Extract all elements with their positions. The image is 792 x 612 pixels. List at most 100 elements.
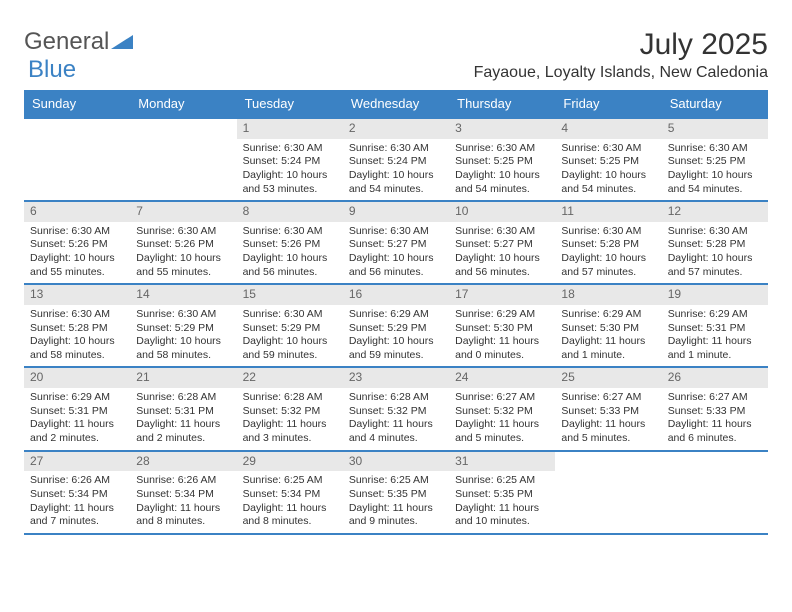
sunset-text: Sunset: 5:26 PM	[136, 238, 230, 252]
day-number: 11	[555, 202, 661, 222]
sunrise-text: Sunrise: 6:27 AM	[561, 391, 655, 405]
day-cell: 23Sunrise: 6:28 AMSunset: 5:32 PMDayligh…	[343, 368, 449, 449]
day-number: 7	[130, 202, 236, 222]
day-number	[130, 119, 236, 139]
day-number: 26	[662, 368, 768, 388]
sunrise-text: Sunrise: 6:25 AM	[349, 474, 443, 488]
day-number: 9	[343, 202, 449, 222]
day-number	[555, 452, 661, 472]
sunset-text: Sunset: 5:24 PM	[349, 155, 443, 169]
daylight-text: Daylight: 11 hours and 2 minutes.	[30, 418, 124, 445]
sunset-text: Sunset: 5:35 PM	[349, 488, 443, 502]
day-content: Sunrise: 6:25 AMSunset: 5:35 PMDaylight:…	[343, 471, 449, 533]
day-content: Sunrise: 6:29 AMSunset: 5:31 PMDaylight:…	[662, 305, 768, 367]
daylight-text: Daylight: 10 hours and 56 minutes.	[455, 252, 549, 279]
title-block: July 2025 Fayaoue, Loyalty Islands, New …	[474, 28, 768, 82]
sunrise-text: Sunrise: 6:30 AM	[561, 142, 655, 156]
sunset-text: Sunset: 5:29 PM	[349, 322, 443, 336]
daylight-text: Daylight: 11 hours and 5 minutes.	[561, 418, 655, 445]
day-number: 17	[449, 285, 555, 305]
day-header-row: Sunday Monday Tuesday Wednesday Thursday…	[24, 90, 768, 117]
sunset-text: Sunset: 5:31 PM	[136, 405, 230, 419]
sunrise-text: Sunrise: 6:30 AM	[136, 225, 230, 239]
sunrise-text: Sunrise: 6:30 AM	[243, 225, 337, 239]
daylight-text: Daylight: 10 hours and 56 minutes.	[243, 252, 337, 279]
day-number: 27	[24, 452, 130, 472]
day-content: Sunrise: 6:30 AMSunset: 5:29 PMDaylight:…	[130, 305, 236, 367]
day-cell: 11Sunrise: 6:30 AMSunset: 5:28 PMDayligh…	[555, 202, 661, 283]
day-content: Sunrise: 6:28 AMSunset: 5:32 PMDaylight:…	[343, 388, 449, 450]
daylight-text: Daylight: 10 hours and 53 minutes.	[243, 169, 337, 196]
daylight-text: Daylight: 10 hours and 57 minutes.	[668, 252, 762, 279]
sunset-text: Sunset: 5:26 PM	[243, 238, 337, 252]
day-content: Sunrise: 6:25 AMSunset: 5:35 PMDaylight:…	[449, 471, 555, 533]
daylight-text: Daylight: 10 hours and 58 minutes.	[30, 335, 124, 362]
sunrise-text: Sunrise: 6:27 AM	[668, 391, 762, 405]
day-content: Sunrise: 6:29 AMSunset: 5:30 PMDaylight:…	[449, 305, 555, 367]
day-content: Sunrise: 6:25 AMSunset: 5:34 PMDaylight:…	[237, 471, 343, 533]
sunrise-text: Sunrise: 6:29 AM	[561, 308, 655, 322]
day-cell: 31Sunrise: 6:25 AMSunset: 5:35 PMDayligh…	[449, 452, 555, 533]
day-cell	[662, 452, 768, 533]
sunset-text: Sunset: 5:33 PM	[561, 405, 655, 419]
sunrise-text: Sunrise: 6:30 AM	[561, 225, 655, 239]
day-number: 23	[343, 368, 449, 388]
day-number: 22	[237, 368, 343, 388]
day-content: Sunrise: 6:30 AMSunset: 5:26 PMDaylight:…	[237, 222, 343, 284]
sunset-text: Sunset: 5:27 PM	[455, 238, 549, 252]
day-content: Sunrise: 6:29 AMSunset: 5:29 PMDaylight:…	[343, 305, 449, 367]
sunrise-text: Sunrise: 6:30 AM	[349, 225, 443, 239]
day-content: Sunrise: 6:30 AMSunset: 5:27 PMDaylight:…	[449, 222, 555, 284]
sunrise-text: Sunrise: 6:30 AM	[243, 308, 337, 322]
logo-text-blue: Blue	[28, 56, 76, 84]
daylight-text: Daylight: 11 hours and 4 minutes.	[349, 418, 443, 445]
daylight-text: Daylight: 11 hours and 5 minutes.	[455, 418, 549, 445]
sunset-text: Sunset: 5:25 PM	[668, 155, 762, 169]
sunrise-text: Sunrise: 6:30 AM	[455, 142, 549, 156]
day-content: Sunrise: 6:30 AMSunset: 5:28 PMDaylight:…	[555, 222, 661, 284]
day-header-saturday: Saturday	[662, 90, 768, 117]
sunset-text: Sunset: 5:32 PM	[243, 405, 337, 419]
sunset-text: Sunset: 5:34 PM	[136, 488, 230, 502]
day-number: 20	[24, 368, 130, 388]
week-row: 1 Sunrise: 6:30 AM Sunset: 5:24 PM Daylight…	[24, 117, 768, 200]
sunrise-text: Sunrise: 6:29 AM	[455, 308, 549, 322]
sunrise-text: Sunrise: 6:30 AM	[243, 142, 337, 156]
day-number: 5	[662, 119, 768, 139]
daylight-text: Daylight: 11 hours and 0 minutes.	[455, 335, 549, 362]
sunset-text: Sunset: 5:28 PM	[30, 322, 124, 336]
sunrise-text: Sunrise: 6:27 AM	[455, 391, 549, 405]
daylight-text: Daylight: 10 hours and 54 minutes.	[561, 169, 655, 196]
day-number: 19	[662, 285, 768, 305]
week-row: 20Sunrise: 6:29 AMSunset: 5:31 PMDayligh…	[24, 366, 768, 449]
daylight-text: Daylight: 11 hours and 9 minutes.	[349, 502, 443, 529]
sunrise-text: Sunrise: 6:30 AM	[668, 142, 762, 156]
day-number	[24, 119, 130, 139]
logo: General	[24, 28, 135, 56]
calendar: Sunday Monday Tuesday Wednesday Thursday…	[24, 90, 768, 535]
sunrise-text: Sunrise: 6:30 AM	[136, 308, 230, 322]
day-number: 3	[449, 119, 555, 139]
sunset-text: Sunset: 5:34 PM	[243, 488, 337, 502]
day-header-sunday: Sunday	[24, 90, 130, 117]
day-number: 1	[237, 119, 343, 139]
daylight-text: Daylight: 11 hours and 1 minute.	[668, 335, 762, 362]
sunrise-text: Sunrise: 6:26 AM	[30, 474, 124, 488]
sunset-text: Sunset: 5:32 PM	[455, 405, 549, 419]
day-number: 16	[343, 285, 449, 305]
day-number: 29	[237, 452, 343, 472]
day-number	[662, 452, 768, 472]
day-header-tuesday: Tuesday	[237, 90, 343, 117]
daylight-text: Daylight: 10 hours and 59 minutes.	[243, 335, 337, 362]
sunrise-text: Sunrise: 6:29 AM	[349, 308, 443, 322]
day-content: Sunrise: 6:30 AMSunset: 5:26 PMDaylight:…	[24, 222, 130, 284]
weeks-container: 1 Sunrise: 6:30 AM Sunset: 5:24 PM Daylight…	[24, 117, 768, 535]
day-cell: 13Sunrise: 6:30 AMSunset: 5:28 PMDayligh…	[24, 285, 130, 366]
sunset-text: Sunset: 5:30 PM	[455, 322, 549, 336]
day-number: 24	[449, 368, 555, 388]
day-number: 2	[343, 119, 449, 139]
day-cell	[130, 119, 236, 200]
logo-triangle-icon	[111, 31, 133, 54]
day-cell: 27Sunrise: 6:26 AMSunset: 5:34 PMDayligh…	[24, 452, 130, 533]
sunset-text: Sunset: 5:30 PM	[561, 322, 655, 336]
